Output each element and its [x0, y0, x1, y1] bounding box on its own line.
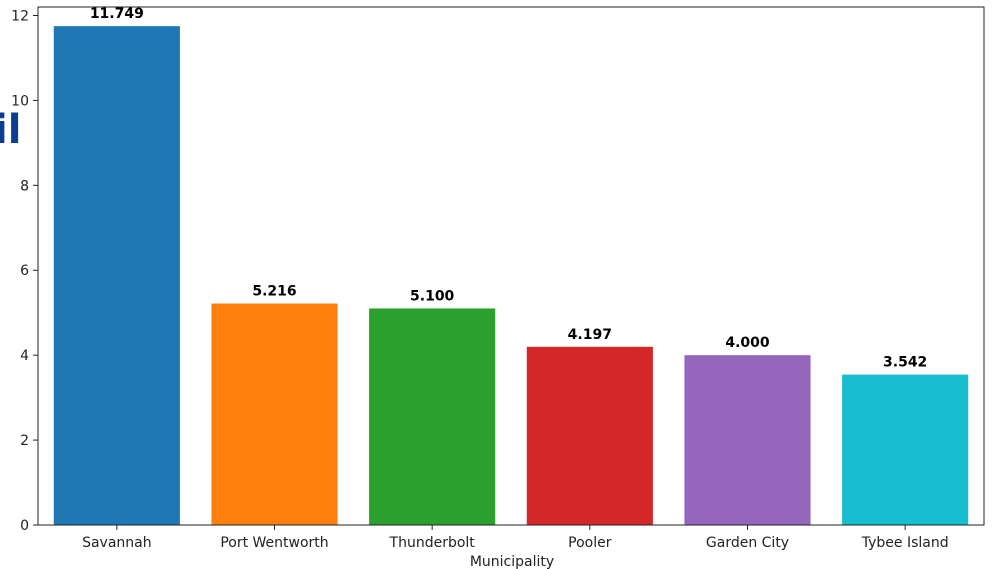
bar-value-label: 5.100: [410, 288, 455, 304]
x-tick-label: Port Wentworth: [220, 535, 328, 551]
y-tick-label: 8: [20, 178, 29, 194]
y-tick-label: 10: [11, 93, 29, 109]
bar-value-label: 11.749: [90, 6, 144, 22]
y-tick-label: 0: [20, 518, 29, 534]
y-tick-label: 4: [20, 348, 29, 364]
x-tick-label: Pooler: [568, 535, 612, 551]
plot-frame: [37, 6, 985, 526]
bar-value-label: 5.216: [252, 284, 296, 300]
plot-area: 11.749 Savannah 5.216 Port Wentworth 5.100 Th…: [11, 6, 985, 551]
bar-thunderbolt: [369, 308, 496, 525]
x-axis-title: Municipality: [470, 554, 554, 569]
bar-tybee-island: [842, 374, 969, 525]
bar-pooler: [526, 346, 653, 525]
bar-savannah: [53, 26, 180, 525]
x-tick-label: Savannah: [82, 535, 152, 551]
bar-value-label: 3.542: [883, 355, 927, 371]
x-tick-label: Garden City: [706, 535, 789, 551]
y-tick-label: 12: [11, 8, 29, 24]
y-tick-label: 2: [20, 433, 29, 449]
x-tick-label: Tybee Island: [861, 535, 949, 551]
background-text-fragment: il: [0, 107, 21, 153]
y-tick-label: 6: [20, 263, 29, 279]
bar-port-wentworth: [211, 303, 338, 525]
bar-value-label: 4.197: [568, 327, 612, 343]
bar-garden-city: [684, 355, 811, 525]
bar-value-label: 4.000: [725, 335, 770, 351]
x-tick-label: Thunderbolt: [389, 535, 476, 551]
